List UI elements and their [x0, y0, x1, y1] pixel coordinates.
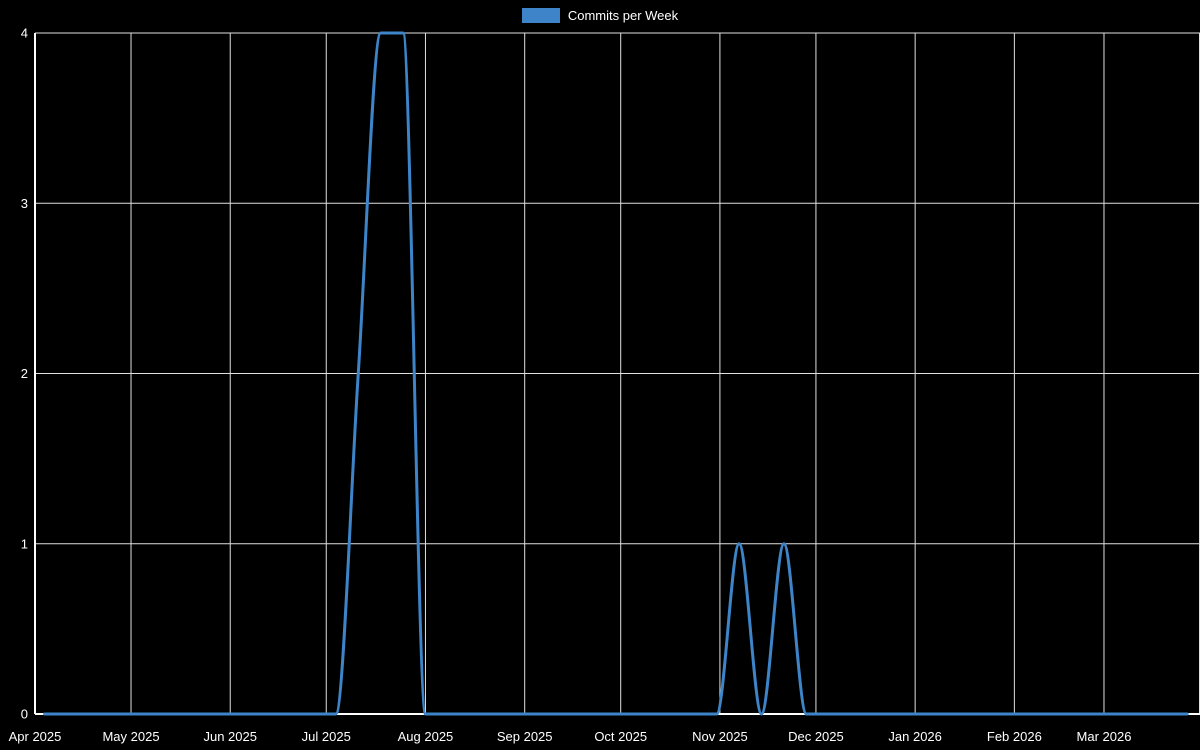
x-tick-label: Jan 2026 — [888, 729, 942, 744]
legend-label: Commits per Week — [567, 8, 679, 23]
y-tick-label: 3 — [21, 196, 28, 211]
legend-swatch — [521, 8, 560, 23]
x-tick-label: Nov 2025 — [692, 729, 748, 744]
y-tick-label: 4 — [21, 26, 28, 41]
y-tick-label: 0 — [21, 707, 28, 722]
x-tick-label: Apr 2025 — [9, 729, 62, 744]
chart-legend[interactable]: Commits per Week — [0, 8, 1200, 23]
x-tick-label: Sep 2025 — [497, 729, 553, 744]
x-tick-label: May 2025 — [102, 729, 159, 744]
x-tick-label: Mar 2026 — [1077, 729, 1132, 744]
x-tick-label: Aug 2025 — [398, 729, 454, 744]
x-tick-label: Dec 2025 — [788, 729, 844, 744]
x-tick-label: Jun 2025 — [203, 729, 257, 744]
x-tick-label: Jul 2025 — [302, 729, 351, 744]
commits-line-series — [43, 31, 1189, 716]
x-tick-label: Feb 2026 — [987, 729, 1042, 744]
y-tick-label: 1 — [21, 536, 28, 551]
x-tick-label: Oct 2025 — [594, 729, 647, 744]
y-tick-label: 2 — [21, 366, 28, 381]
